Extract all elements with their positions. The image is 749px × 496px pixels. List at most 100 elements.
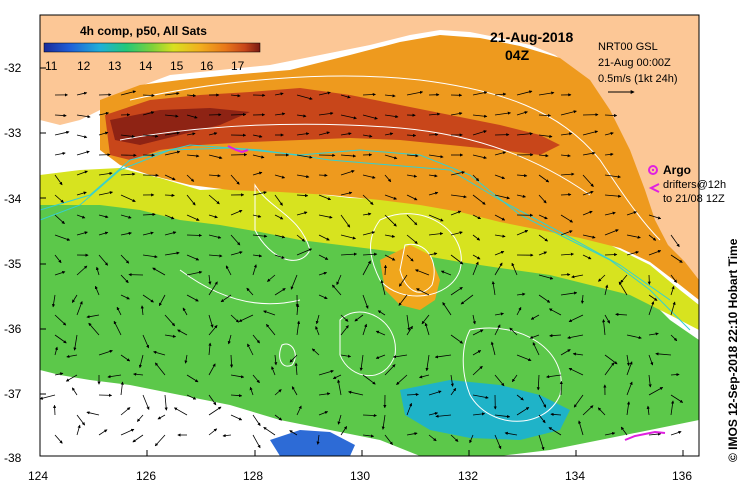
current-vector (340, 426, 348, 436)
current-vector (340, 214, 351, 228)
current-vector (604, 211, 616, 216)
current-vector (530, 314, 540, 320)
current-vector (140, 305, 144, 316)
lat-tick: -37 (4, 387, 22, 401)
current-vector (435, 414, 452, 418)
current-vector (252, 234, 268, 238)
current-vector (186, 194, 196, 206)
current-vector (406, 325, 413, 336)
current-vector (230, 234, 241, 246)
current-vector (120, 381, 124, 396)
current-vector (120, 354, 131, 362)
current-vector (252, 171, 263, 176)
current-vector (604, 253, 618, 257)
current-vector (227, 334, 232, 345)
current-vector (86, 411, 100, 416)
lon-tick: 124 (28, 469, 48, 483)
current-vector (120, 90, 137, 96)
lat-tick: -34 (4, 192, 22, 206)
current-vector (406, 194, 418, 201)
current-vector (582, 190, 594, 196)
current-vector (230, 209, 243, 216)
current-vector (274, 214, 284, 220)
current-vector (274, 112, 286, 116)
current-vector (560, 291, 578, 296)
current-vector (560, 110, 577, 116)
current-vector (318, 411, 329, 416)
current-vector (340, 252, 358, 256)
current-vector (271, 366, 276, 376)
current-vector (494, 111, 512, 116)
current-vector (51, 294, 56, 308)
current-vector (406, 90, 424, 96)
current-vector (406, 174, 418, 178)
current-vector (164, 114, 179, 118)
current-vector (538, 434, 545, 451)
current-vector (318, 214, 333, 219)
current-vector (472, 394, 489, 399)
sst-warm-plume (380, 245, 440, 310)
current-vector (648, 387, 664, 396)
drifter-track (227, 145, 249, 154)
current-vector (164, 231, 177, 236)
current-vector (648, 432, 662, 436)
current-vector (648, 234, 657, 241)
current-vector (670, 301, 676, 316)
plot-frame (39, 14, 700, 457)
current-vector (98, 214, 109, 219)
current-vector (76, 414, 86, 426)
shelf-contour-2 (40, 144, 671, 301)
current-vector (230, 251, 243, 256)
current-vector (318, 392, 331, 396)
current-vector (549, 334, 562, 338)
current-vector (442, 302, 452, 316)
current-vector (582, 151, 596, 156)
current-vector (646, 405, 650, 416)
current-vector (406, 214, 418, 226)
current-vector (571, 274, 584, 279)
current-vector (472, 91, 488, 96)
lon-tick: 134 (565, 469, 585, 483)
current-vector (311, 348, 320, 356)
current-vector (494, 174, 506, 180)
lon-axis: 124 126 128 130 132 134 136 (28, 469, 692, 483)
current-vector (516, 173, 528, 178)
current-vector (538, 113, 552, 118)
current-vector (220, 294, 232, 303)
current-vector (274, 354, 278, 366)
lat-tick: -35 (4, 257, 22, 271)
current-vector (98, 349, 113, 356)
current-vector (86, 314, 100, 319)
current-vector (670, 274, 677, 283)
current-vector (494, 151, 507, 156)
current-vector (296, 234, 306, 242)
current-vector (177, 329, 188, 336)
current-vector (516, 354, 532, 362)
current-vector (582, 130, 599, 136)
current-vector (536, 374, 540, 391)
current-vector (186, 174, 195, 182)
current-vector (164, 251, 180, 256)
current-vector (71, 387, 78, 396)
current-vector (164, 193, 175, 197)
current-vector (88, 322, 100, 336)
current-vector (362, 323, 368, 336)
argo-label: Argo (663, 163, 691, 177)
current-vector (516, 132, 533, 136)
current-vector (76, 424, 81, 436)
current-vector (73, 334, 78, 351)
current-vector (626, 401, 631, 416)
drifter-label-2: to 21/08 12Z (663, 193, 725, 205)
current-vector (516, 306, 522, 316)
current-vector (440, 270, 452, 276)
current-vector (494, 92, 507, 96)
current-vector (76, 170, 88, 176)
current-vector (120, 214, 132, 219)
current-vector (380, 279, 386, 296)
current-vector (615, 312, 628, 317)
current-vector (509, 327, 518, 336)
current-vector (340, 234, 357, 240)
current-vector (384, 132, 394, 136)
current-vector (381, 414, 386, 430)
current-vector (54, 346, 58, 356)
